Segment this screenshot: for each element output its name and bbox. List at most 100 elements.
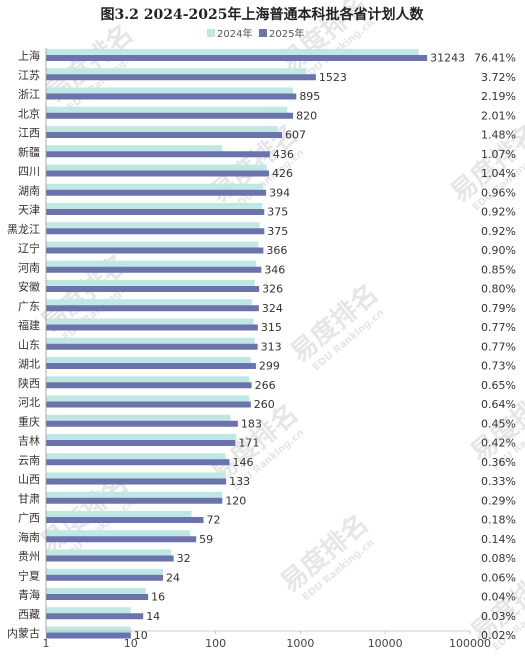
bar-2024 [46,280,255,286]
bar-2025 [46,478,227,485]
bar-2025 [46,632,131,639]
bar-2024 [46,183,263,190]
value-label: 324 [262,302,283,315]
share-label: 0.29% [481,494,516,507]
value-label: 375 [267,206,288,219]
legend-label-2025: 2025年 [269,27,304,40]
bar-2024 [46,453,226,460]
category-label: 重庆 [18,414,40,428]
category-label: 天津 [18,204,40,217]
bar-2025 [46,363,256,369]
bar-2025 [46,305,259,312]
category-label: 山西 [18,473,40,486]
category-label: 江苏 [18,69,40,82]
share-label: 0.06% [481,571,516,584]
share-label: 0.92% [481,225,516,238]
x-tick-label: 100000 [449,637,491,650]
share-label: 0.73% [481,360,516,373]
share-label: 0.79% [481,302,516,315]
share-label: 0.04% [481,591,516,604]
value-label: 133 [229,475,250,488]
bar-2024 [46,337,255,344]
share-label: 3.72% [481,71,516,84]
category-label: 湖南 [18,184,40,197]
bar-2025 [46,93,297,100]
bar-2024 [46,299,253,306]
category-label: 河南 [18,261,40,274]
bar-2024 [46,434,237,440]
bar-2025 [46,286,260,292]
value-label: 266 [255,379,276,392]
bar-2024 [46,530,191,537]
category-label: 青海 [18,588,40,602]
bar-2024 [46,260,257,267]
bar-2024 [46,203,263,209]
share-label: 0.92% [481,206,516,219]
bar-2025 [46,132,283,138]
bar-2024 [46,549,172,556]
category-label: 海南 [18,530,40,544]
bar-2025 [46,266,262,273]
category-label: 贵州 [18,550,40,563]
bar-2025 [46,112,294,119]
value-label: 820 [296,109,317,122]
category-label: 安徽 [18,280,40,294]
bar-2025 [46,209,265,215]
share-label: 0.77% [481,321,516,334]
value-label: 24 [166,571,180,584]
bar-2024 [46,568,164,575]
bar-2024 [46,395,250,402]
share-label: 0.14% [481,533,516,546]
share-label: 2.01% [481,109,516,122]
value-label: 366 [266,244,287,257]
bar-2024 [46,222,260,229]
share-label: 0.36% [481,456,516,469]
category-label: 广东 [18,300,40,313]
legend-label-2024: 2024年 [217,27,252,40]
bar-2024 [46,588,146,594]
share-label: 0.45% [481,417,516,430]
value-label: 171 [238,437,259,450]
category-label: 山东 [18,338,40,351]
bar-2025 [46,536,197,543]
chart-title: 图3.2 2024-2025年上海普通本科批各省计划人数 [101,6,425,23]
bar-2024 [46,472,226,479]
share-label: 0.90% [481,244,516,257]
bar-2024 [46,357,251,363]
bar-2024 [46,511,192,517]
value-label: 346 [264,263,285,276]
value-label: 32 [177,552,191,565]
bar-2025 [46,228,265,235]
bar-2024 [46,68,307,75]
share-label: 1.48% [481,129,516,142]
value-label: 16 [151,591,165,604]
value-label: 607 [285,129,306,142]
bar-2024 [46,145,223,152]
bar-2025 [46,497,223,504]
legend: 2024年 2025年 [207,27,304,40]
value-label: 1523 [319,71,347,84]
value-label: 315 [261,321,282,334]
category-label: 吉林 [18,434,40,448]
bar-2025 [46,401,251,408]
x-tick-label: 1 [43,637,50,650]
bar-2024 [46,87,294,94]
bar-2025 [46,517,204,523]
bar-2025 [46,459,230,466]
bar-2024 [46,49,419,55]
bar-2025 [46,382,252,389]
category-label: 北京 [18,106,40,120]
value-label: 260 [254,398,275,411]
bar-2024 [46,607,131,614]
value-label: 394 [269,186,290,199]
value-label: 59 [199,533,213,546]
category-label: 四川 [18,165,40,178]
category-label: 湖北 [18,358,40,371]
x-tick-label: 10000 [368,637,403,650]
share-label: 0.33% [481,475,516,488]
category-label: 云南 [18,454,40,467]
category-label: 陕西 [18,376,40,390]
share-label: 0.77% [481,340,516,353]
